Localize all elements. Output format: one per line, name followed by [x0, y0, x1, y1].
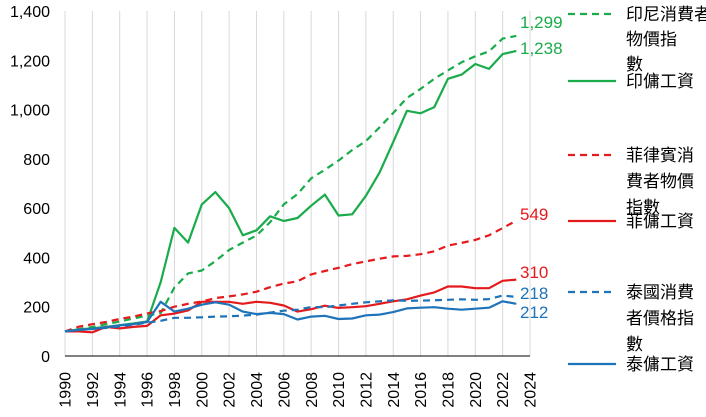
x-tick-label: 1998 — [167, 372, 184, 408]
x-tick-label: 2000 — [194, 372, 211, 408]
series-end-label: 218 — [520, 284, 548, 303]
legend-label: 泰傭工資 — [626, 355, 694, 374]
x-tick-label: 2016 — [413, 372, 430, 408]
y-tick-label: 1,200 — [10, 53, 50, 70]
legend-label: 指數 — [626, 198, 660, 217]
legend-label: 印傭工資 — [626, 72, 694, 91]
legend-label: 數 — [626, 335, 643, 354]
series-lines — [64, 34, 517, 334]
y-tick-label: 1,000 — [10, 103, 50, 120]
series-end-label: 212 — [520, 303, 548, 322]
x-tick-label: 2020 — [468, 372, 485, 408]
x-tick-label: 1996 — [140, 372, 157, 408]
legend-label: 物價指 — [626, 30, 677, 49]
legend-label: 費者物價 — [626, 172, 694, 191]
x-tick-label: 2014 — [386, 372, 403, 408]
y-tick-label: 400 — [23, 250, 50, 267]
grid-lines — [64, 11, 531, 356]
series-end-label: 310 — [520, 263, 548, 282]
series-line — [64, 34, 517, 333]
legend-label: 數 — [626, 55, 643, 74]
y-tick-label: 200 — [23, 300, 50, 317]
x-tick-label: 2022 — [495, 372, 512, 408]
y-tick-label: 0 — [41, 349, 50, 366]
series-end-label: 549 — [520, 205, 548, 224]
legend-label: 印尼消費者 — [626, 5, 706, 24]
series-line — [64, 49, 517, 333]
x-tick-label: 2018 — [441, 372, 458, 408]
x-tick-label: 1994 — [112, 372, 129, 408]
legend-label: 菲傭工資 — [626, 212, 694, 231]
x-tick-labels: 1990 1992 1994 1996 1998 2000 2002 2004 2006 2008… — [58, 372, 540, 408]
legend-label: 泰國消費 — [626, 283, 694, 302]
x-tick-label: 2008 — [304, 372, 321, 408]
series-line — [64, 300, 517, 333]
legend-label: 者價格指 — [626, 309, 694, 328]
x-tick-label: 2006 — [276, 372, 293, 408]
x-tick-label: 2010 — [331, 372, 348, 408]
x-tick-label: 2004 — [249, 372, 266, 408]
x-tick-label: 2024 — [523, 372, 540, 408]
y-tick-label: 600 — [23, 201, 50, 218]
series-end-label: 1,299 — [520, 13, 563, 32]
x-tick-label: 1990 — [58, 372, 75, 408]
y-tick-label: 800 — [23, 152, 50, 169]
series-line — [65, 278, 517, 334]
series-line — [64, 219, 517, 333]
series-end-label: 1,238 — [520, 39, 563, 58]
y-tick-labels: 0 200 400 600 800 1,000 1,200 1,400 — [10, 4, 50, 366]
x-tick-label: 1992 — [85, 372, 102, 408]
y-tick-label: 1,400 — [10, 4, 50, 21]
x-tick-label: 2002 — [222, 372, 239, 408]
x-tick-label: 2012 — [358, 372, 375, 408]
legend-label: 菲律賓消 — [626, 146, 694, 165]
